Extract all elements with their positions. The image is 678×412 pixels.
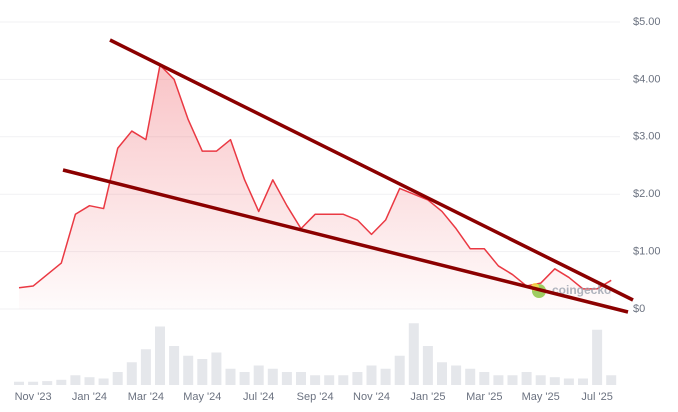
volume-bar — [535, 375, 546, 385]
trend-line — [109, 38, 634, 302]
volume-bar — [507, 375, 518, 385]
y-tick-label: $5.00 — [633, 16, 661, 28]
volume-bar — [394, 355, 405, 385]
x-tick-label: Jul '25 — [581, 391, 612, 403]
volume-bar — [239, 372, 250, 385]
x-tick-label: Jul '24 — [243, 391, 274, 403]
volume-bar — [451, 365, 462, 385]
x-tick-label: Nov '24 — [353, 391, 390, 403]
volume-bar — [267, 368, 278, 385]
volume-bar — [380, 368, 391, 385]
x-tick-label: May '24 — [183, 391, 221, 403]
y-tick-label: $2.00 — [633, 188, 661, 200]
volume-bar — [493, 375, 504, 385]
watermark: coingecko — [552, 283, 611, 297]
x-tick-label: Sep '24 — [297, 391, 334, 403]
volume-bar — [592, 329, 603, 385]
volume-bar — [479, 372, 490, 385]
volume-bar — [324, 375, 335, 385]
volume-bar — [42, 381, 53, 385]
volume-bar — [112, 372, 123, 385]
volume-bar — [437, 362, 447, 385]
trend-line — [62, 168, 629, 314]
volume-bar — [549, 377, 560, 385]
volume-bar — [352, 372, 363, 385]
price-line — [18, 64, 612, 290]
volume-bar — [225, 368, 236, 385]
volume-bar — [84, 377, 95, 385]
x-tick-label: Mar '24 — [128, 391, 164, 403]
price-area — [19, 65, 612, 309]
volume-bar — [296, 372, 306, 385]
y-tick-label: $1.00 — [633, 246, 661, 258]
volume-bar — [169, 346, 180, 385]
volume-bar — [408, 323, 419, 385]
y-tick-label: $3.00 — [633, 131, 661, 143]
x-tick-label: Jan '24 — [72, 391, 107, 403]
volume-bar — [28, 381, 39, 385]
volume-bar — [521, 372, 532, 385]
y-tick-label: $4.00 — [633, 73, 661, 85]
volume-bar — [253, 365, 264, 385]
volume-bar — [606, 375, 617, 385]
volume-bar — [70, 375, 81, 385]
volume-bar — [211, 352, 222, 385]
volume-bar — [140, 349, 151, 385]
volume-bar — [56, 379, 67, 385]
x-tick-label: Nov '23 — [15, 391, 52, 403]
volume-bar — [183, 355, 194, 385]
y-tick-label: $0 — [633, 303, 645, 315]
x-tick-label: Jan '25 — [410, 391, 445, 403]
x-tick-label: May '25 — [522, 391, 560, 403]
volume-bar — [281, 372, 292, 385]
volume-bar — [422, 346, 433, 385]
volume-bar — [338, 375, 349, 385]
volume-bar — [310, 375, 321, 385]
volume-bar — [197, 359, 208, 385]
volume-bar — [578, 378, 588, 385]
volume-bar — [563, 378, 574, 385]
volume-bar — [126, 362, 137, 385]
volume-bar — [366, 365, 377, 385]
x-tick-label: Mar '25 — [466, 391, 502, 403]
volume-bar — [155, 326, 165, 385]
volume-bar — [14, 381, 24, 385]
volume-bar — [98, 378, 109, 385]
volume-bar — [465, 368, 476, 385]
